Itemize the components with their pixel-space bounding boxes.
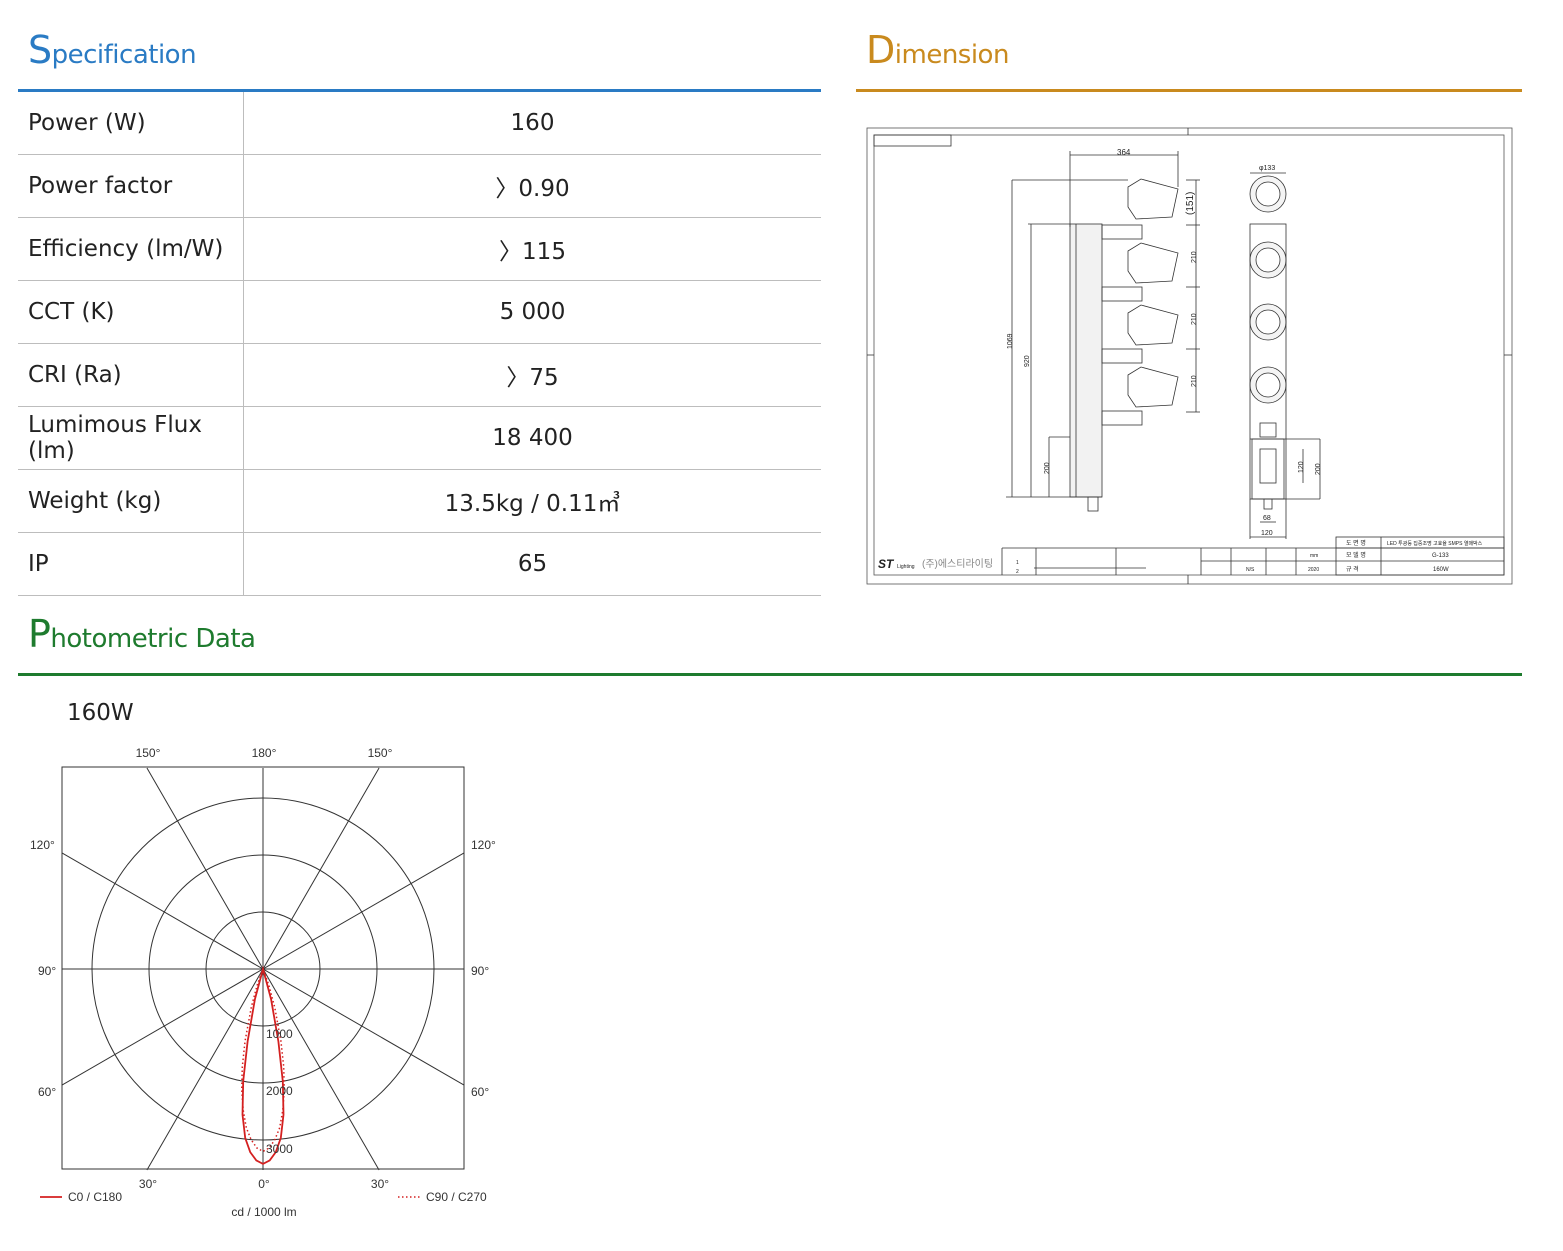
dim-120-vertical: 120 (1298, 461, 1305, 473)
polar-series-c0-c180 (241, 965, 285, 1165)
spec-row: CCT (K) 5 000 (18, 280, 821, 344)
spec-row: Efficiency (lm/W) 〉115 (18, 217, 821, 281)
angle-label-60-left: 60° (38, 1085, 56, 1099)
angle-label-0: 0° (258, 1177, 270, 1191)
spec-row: CRI (Ra) 〉75 (18, 343, 821, 407)
titleblock-logo-sub: Lighting (897, 564, 915, 570)
spec-row: Weight (kg) 13.5kg / 0.11㎥ (18, 469, 821, 533)
titleblock-drawing-name-label: 도 면 명 (1346, 539, 1366, 547)
angle-label-30-right: 30° (371, 1177, 389, 1191)
dim-68: 68 (1263, 515, 1271, 522)
radial-tick-1000: 1000 (266, 1027, 293, 1041)
legend-label-c90-c270: C90 / C270 (426, 1190, 487, 1204)
titleblock-unit: mm (1310, 553, 1318, 559)
dim-200-left: 200 (1044, 462, 1051, 474)
photometric-title-cap: P (28, 612, 51, 656)
specification-title: Specification (28, 28, 197, 72)
spec-label: Power factor (18, 154, 244, 218)
unit-label: cd / 1000 lm (231, 1205, 296, 1219)
photometric-subtitle: 160W (67, 700, 134, 726)
specification-title-rest: pecification (51, 40, 197, 70)
photometric-title: Photometric Data (28, 612, 256, 656)
dim-210-a: 210 (1191, 251, 1198, 263)
dim-1069: 1069 (1007, 333, 1014, 349)
dim-phi133: φ133 (1259, 165, 1275, 172)
spec-label: Efficiency (lm/W) (18, 217, 244, 281)
titleblock-model-label: 모 델 명 (1346, 551, 1366, 559)
dim-200-right: 200 (1315, 463, 1322, 475)
titleblock-spec: 160W (1433, 567, 1449, 573)
spec-value: 13.5kg / 0.11㎥ (243, 469, 821, 533)
titleblock-rev-2: 2 (1016, 569, 1019, 575)
spec-value: 65 (243, 532, 821, 596)
titleblock-drawing-name: LED 투광등 집중조명 고효율 SMPS 열매박스 (1387, 540, 1483, 547)
dimension-title: Dimension (866, 28, 1009, 72)
dim-920: 920 (1024, 355, 1031, 367)
specification-rule (18, 89, 821, 92)
angle-label-90-right: 90° (471, 964, 489, 978)
polar-chart: 150° 180° 150° 120° 120° 90° 90° 60° 60° 30° 0° 30°… (30, 746, 496, 1219)
titleblock-model: G-133 (1432, 553, 1449, 559)
dim-151: (151) (1185, 192, 1196, 215)
dim-210-c: 210 (1191, 375, 1198, 387)
dimension-drawing: 364 (151) 210 210 210 1069 920 200 φ133 … (866, 127, 1513, 585)
specification-table: Power (W) 160 Power factor 〉0.90 Efficiency … (18, 92, 821, 596)
spec-label: Weight (kg) (18, 469, 244, 533)
radial-tick-2000: 2000 (266, 1084, 293, 1098)
photometric-title-rest: hotometric Data (50, 624, 256, 654)
photometric-rule (18, 673, 1522, 676)
angle-label-60-right: 60° (471, 1085, 489, 1099)
spec-label: IP (18, 532, 244, 596)
radial-tick-3000: 3000 (266, 1142, 293, 1156)
spec-value: 〉0.90 (243, 154, 821, 218)
dimension-title-cap: D (866, 28, 895, 72)
titleblock-scale: N/S (1246, 567, 1255, 573)
spec-label: CRI (Ra) (18, 343, 244, 407)
spec-row: Lumimous Flux (lm) 18 400 (18, 406, 821, 470)
specification-title-cap: S (28, 28, 52, 72)
legend-label-c0-c180: C0 / C180 (68, 1190, 122, 1204)
spec-value: 〉75 (243, 343, 821, 407)
dimension-title-rest: imension (894, 40, 1010, 70)
spec-value: 160 (243, 92, 821, 155)
titleblock-year: 2020 (1308, 567, 1319, 573)
spec-label: Power (W) (18, 92, 244, 155)
spec-row: Power factor 〉0.90 (18, 154, 821, 218)
dim-210-b: 210 (1191, 313, 1198, 325)
titleblock-rev-1: 1 (1016, 560, 1019, 566)
angle-label-90-left: 90° (38, 964, 56, 978)
angle-label-180: 180° (252, 746, 277, 760)
titleblock-company: (주)에스티라이팅 (922, 558, 993, 570)
titleblock-logo: ST (878, 557, 895, 571)
spec-row: Power (W) 160 (18, 92, 821, 155)
titleblock-spec-label: 규 격 (1346, 566, 1359, 573)
spec-value: 〉115 (243, 217, 821, 281)
dim-width-364: 364 (1117, 148, 1131, 157)
dim-120-horizontal: 120 (1261, 530, 1273, 537)
angle-label-150-left: 150° (136, 746, 161, 760)
spec-value: 5 000 (243, 280, 821, 344)
angle-label-120-right: 120° (471, 838, 496, 852)
spec-value: 18 400 (243, 406, 821, 470)
spec-label: CCT (K) (18, 280, 244, 344)
dimension-rule (856, 89, 1522, 92)
angle-label-30-left: 30° (139, 1177, 157, 1191)
spec-row: IP 65 (18, 532, 821, 596)
polar-series-c90-c270 (240, 966, 286, 1153)
angle-label-150-right: 150° (368, 746, 393, 760)
spec-label: Lumimous Flux (lm) (18, 406, 244, 470)
angle-label-120-left: 120° (30, 838, 55, 852)
